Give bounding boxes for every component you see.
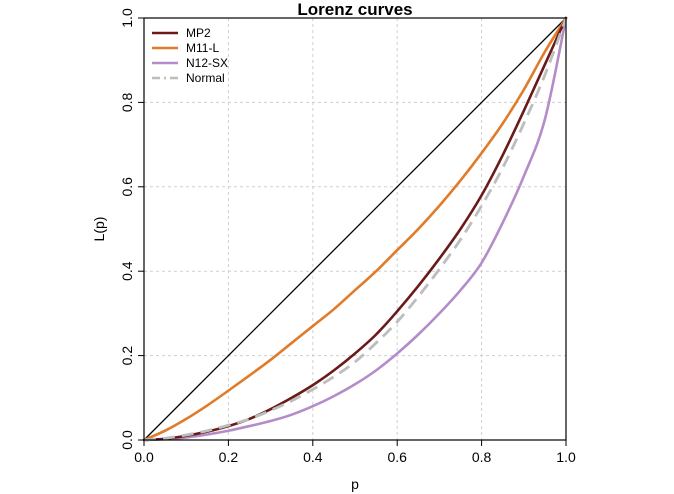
x-tick-label: 0.0 xyxy=(134,449,154,465)
legend-label-n12-sx: N12-SX xyxy=(186,56,228,70)
y-tick-label: 0.2 xyxy=(119,346,135,366)
y-tick-label: 1.0 xyxy=(119,8,135,28)
x-tick-label: 0.2 xyxy=(219,449,239,465)
x-tick-label: 1.0 xyxy=(556,449,576,465)
legend-label-normal: Normal xyxy=(186,71,225,85)
x-tick-label: 0.4 xyxy=(303,449,323,465)
x-tick-label: 0.6 xyxy=(387,449,407,465)
x-axis-label: p xyxy=(351,476,359,492)
plot-lines xyxy=(142,16,568,442)
grid xyxy=(144,18,566,440)
series-line-mp2 xyxy=(142,16,568,442)
axes: 0.0 0.2 0.4 0.6 0.8 1.0 0.0 0.2 0.4 0.6 0.8 1.0 xyxy=(119,8,576,465)
y-tick-label: 0.4 xyxy=(119,261,135,281)
x-tick-label: 0.8 xyxy=(472,449,492,465)
plot-frame xyxy=(143,17,567,441)
legend-label-mp2: MP2 xyxy=(186,26,211,40)
legend-label-m11-l: M11-L xyxy=(186,41,219,55)
chart-title: Lorenz curves xyxy=(297,0,412,19)
y-tick-label: 0.6 xyxy=(119,177,135,197)
series-line-m11-l xyxy=(142,16,568,442)
equality-line xyxy=(143,17,567,441)
series-line-n12-sx xyxy=(142,16,568,442)
y-tick-label: 0.8 xyxy=(119,92,135,112)
series-line-normal xyxy=(143,17,568,442)
y-axis-label: L(p) xyxy=(91,217,107,242)
y-tick-label: 0.0 xyxy=(119,430,135,450)
